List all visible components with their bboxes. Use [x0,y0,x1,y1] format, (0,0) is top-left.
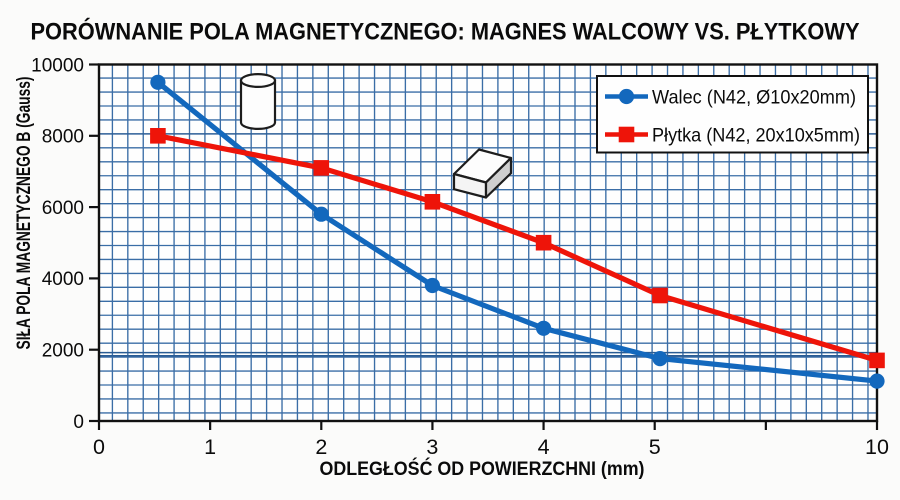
svg-text:5: 5 [649,435,661,459]
svg-text:10: 10 [865,435,889,459]
svg-text:0: 0 [73,412,84,433]
svg-text:6000: 6000 [42,198,84,219]
svg-text:0: 0 [93,435,105,459]
svg-text:2000: 2000 [42,341,84,362]
svg-text:ODLEGŁOŚĆ OD POWIERZCHNI (mm): ODLEGŁOŚĆ OD POWIERZCHNI (mm) [320,458,645,480]
svg-text:SIŁA POLA MAGNETYCZNEGO B (Gau: SIŁA POLA MAGNETYCZNEGO B (Gauss) [14,77,35,350]
svg-text:Walec (N42, Ø10x20mm): Walec (N42, Ø10x20mm) [652,87,856,109]
svg-text:4: 4 [538,435,550,459]
svg-text:1: 1 [204,435,216,459]
svg-text:10000: 10000 [31,55,84,76]
svg-text:Płytka (N42, 20x10x5mm): Płytka (N42, 20x10x5mm) [652,125,860,147]
svg-text:3: 3 [426,435,438,459]
svg-text:4000: 4000 [42,269,84,290]
svg-text:PORÓWNANIE POLA MAGNETYCZNEGO:: PORÓWNANIE POLA MAGNETYCZNEGO: MAGNES WA… [31,18,860,46]
svg-text:8000: 8000 [42,127,84,148]
svg-text:2: 2 [315,435,327,459]
